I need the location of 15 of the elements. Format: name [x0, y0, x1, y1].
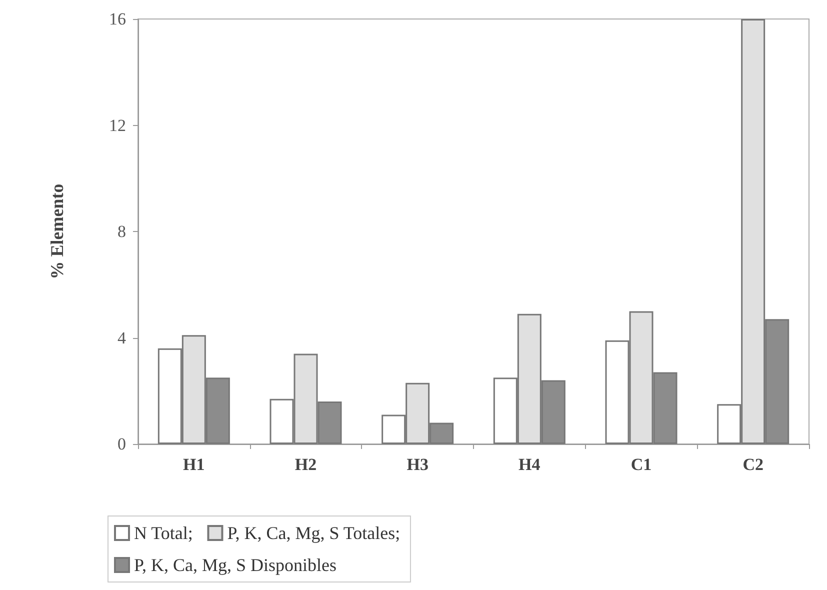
y-tick-label: 0: [118, 434, 126, 454]
x-tick-label: H3: [406, 455, 428, 474]
y-tick-label: 4: [118, 328, 126, 348]
y-tick-label: 12: [109, 116, 126, 135]
y-tick-label: 8: [118, 222, 126, 241]
legend-label: P, K, Ca, Mg, S Totales;: [227, 523, 400, 543]
y-axis-title: % Elemento: [47, 184, 67, 280]
x-tick-label: H2: [294, 455, 317, 474]
x-tick-label: C1: [630, 455, 652, 474]
y-tick-label: 16: [109, 10, 126, 28]
x-tick-label: H1: [183, 455, 205, 474]
x-tick-label: H4: [518, 455, 541, 474]
legend-label: P, K, Ca, Mg, S Disponibles: [134, 555, 337, 575]
legend-label: N Total;: [134, 523, 193, 543]
x-tick-label: C2: [742, 455, 764, 474]
